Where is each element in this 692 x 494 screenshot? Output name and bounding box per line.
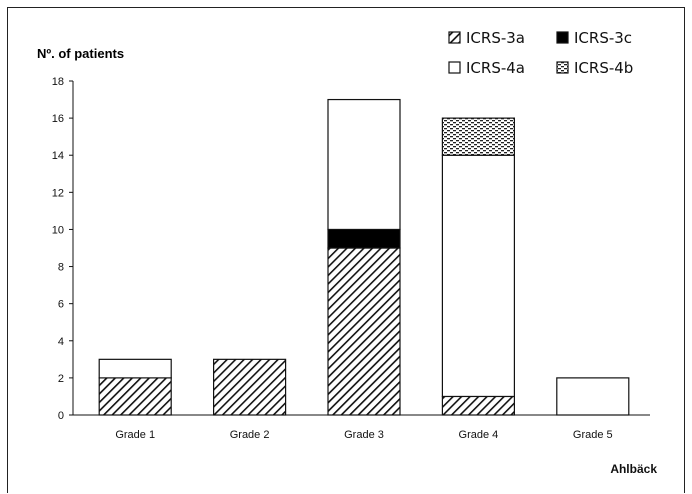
legend-swatch-icrs-4a	[448, 61, 461, 74]
y-tick-label: 18	[52, 76, 64, 88]
bar-segment-grade-1-icrs-3a	[98, 377, 172, 416]
bar-segment-grade-4-icrs-4b	[441, 117, 515, 156]
bar-segment-grade-3-icrs-3a	[327, 247, 401, 416]
y-tick-label: 2	[58, 373, 64, 385]
bar-segment-grade-4-icrs-3a	[441, 395, 515, 416]
y-tick-label: 4	[58, 336, 64, 348]
x-category-label: Grade 2	[230, 429, 270, 441]
bars: Grade 1 Grade 2 Grade 3 Grade 4 Grade 5	[98, 98, 630, 441]
bar-segment-grade-3-icrs-3c	[327, 228, 401, 249]
bar-segment-grade-4-icrs-4a	[441, 154, 515, 398]
legend-label-icrs-4a: ICRS-4a	[466, 59, 525, 77]
y-axis-label: Nº. of patients	[37, 46, 124, 61]
legend: ICRS-3a ICRS-3c ICRS-4a ICRS-4b	[448, 29, 633, 77]
x-category-label: Grade 4	[459, 429, 499, 441]
y-tick-label: 0	[58, 410, 64, 422]
legend-swatch-icrs-4b	[556, 61, 569, 74]
bar-segment-grade-5-icrs-4a	[556, 377, 630, 416]
y-tick-label: 16	[52, 113, 64, 125]
legend-label-icrs-3a: ICRS-3a	[466, 29, 525, 47]
bar-segment-grade-3-icrs-4a	[327, 98, 401, 231]
y-tick-label: 8	[58, 262, 64, 274]
legend-swatch-icrs-3c	[556, 31, 569, 44]
legend-label-icrs-3c: ICRS-3c	[574, 29, 632, 47]
y-tick-label: 6	[58, 299, 64, 311]
x-category-label: Grade 5	[573, 429, 613, 441]
legend-swatch-icrs-3a	[448, 31, 461, 44]
y-tick-label: 12	[52, 187, 64, 199]
x-category-label: Grade 1	[115, 429, 155, 441]
legend-label-icrs-4b: ICRS-4b	[574, 59, 633, 77]
bar-segment-grade-1-icrs-4a	[98, 358, 172, 379]
y-tick-label: 10	[52, 224, 64, 236]
x-category-label: Grade 3	[344, 429, 384, 441]
y-tick-label: 14	[52, 150, 64, 162]
bar-segment-grade-2-icrs-3a	[213, 358, 287, 416]
author-credit: Ahlbäck	[610, 462, 657, 476]
